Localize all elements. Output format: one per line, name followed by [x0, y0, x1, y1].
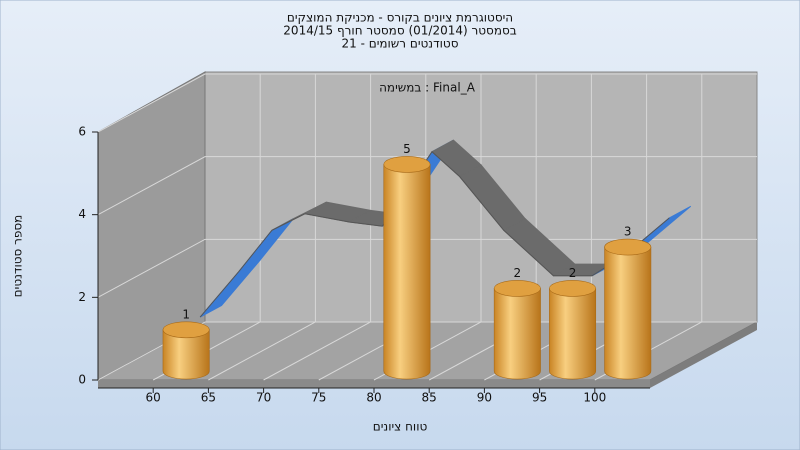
x-tick-label: 95 [532, 391, 547, 405]
bar [549, 288, 597, 380]
x-tick-label: 60 [146, 391, 161, 405]
grid-line [97, 238, 757, 298]
grid-line [208, 74, 316, 381]
floor-front [98, 380, 650, 388]
value-label: 2 [569, 266, 577, 280]
grid-line [263, 74, 372, 381]
value-label: 2 [514, 266, 522, 280]
plot: 1 5 2 2 3 [162, 139, 692, 380]
x-tick-label: 70 [256, 391, 271, 405]
title-line: בסמסטר (01/2014) סמסטר חורף 2014/15 [283, 24, 516, 38]
bar-top [549, 280, 597, 297]
x-tick-label: 90 [477, 391, 492, 405]
floor-edge [650, 322, 757, 388]
bar [162, 329, 210, 380]
y-tick-label: 4 [78, 207, 86, 221]
x-tick-label: 85 [422, 391, 437, 405]
bar-top [493, 280, 541, 297]
y-tick-label: 6 [78, 125, 86, 139]
bar [383, 164, 431, 380]
bar [493, 288, 541, 380]
title-line: סטודנטים רשומים - 21 [341, 37, 458, 51]
bar-top [604, 238, 652, 256]
grid-line [97, 73, 757, 133]
x-tick-label: 100 [583, 391, 606, 405]
y-tick-label: 0 [78, 373, 86, 387]
x-tick-label: 65 [201, 391, 216, 405]
value-label: 1 [182, 307, 190, 321]
grid-line [97, 156, 757, 216]
value-label: 5 [403, 142, 411, 156]
bar [604, 246, 652, 380]
x-tick-label: 80 [366, 391, 381, 405]
title-line: היסטוגרמת ציונים בקורס - מכניקת המוצקים [287, 11, 513, 25]
bar-top [383, 156, 431, 173]
y-tick-label: 2 [78, 290, 86, 304]
value-label: 3 [624, 225, 632, 239]
y-axis-label: מספר סטודנטים [11, 215, 25, 298]
annotation: במשימה : Final_A [379, 81, 476, 95]
x-axis-label: טווח ציונים [373, 420, 428, 434]
bar-top [162, 321, 210, 339]
x-tick-label: 75 [311, 391, 326, 405]
